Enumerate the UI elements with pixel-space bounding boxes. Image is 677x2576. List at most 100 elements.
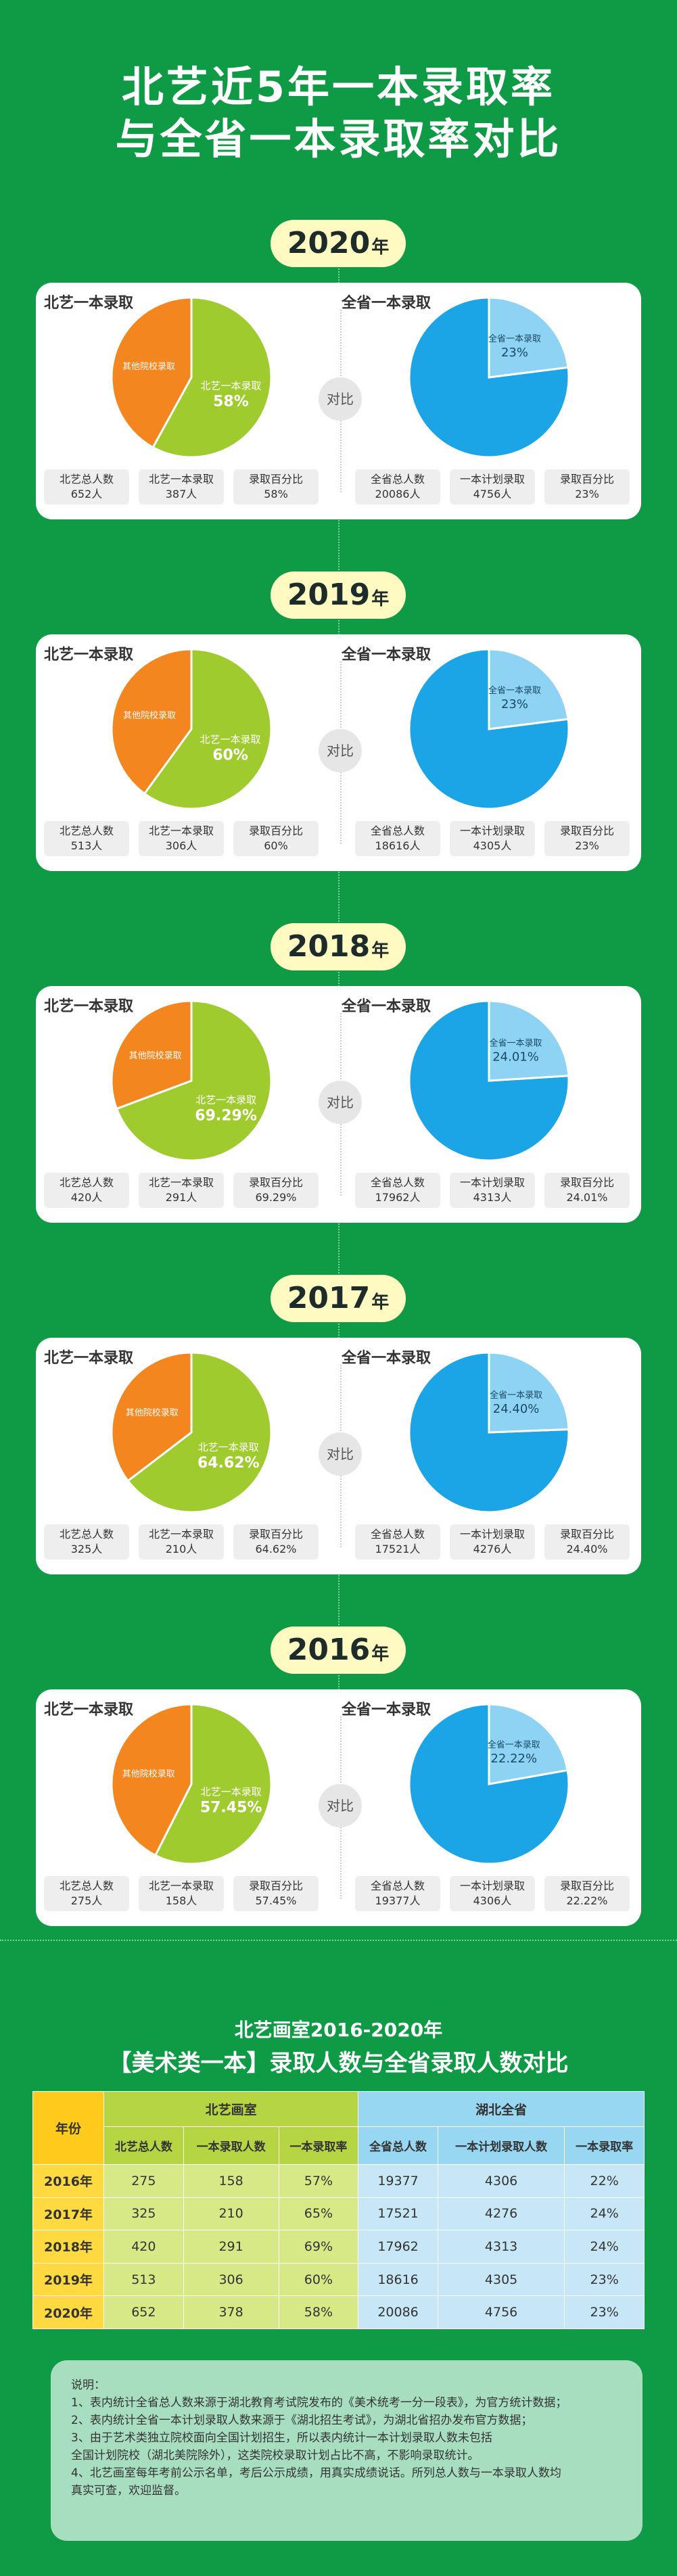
stat-label: 录取百分比 — [559, 1176, 614, 1189]
prov-slice-pct: 24.01% — [492, 1050, 539, 1064]
stat-label: 一本计划录取 — [459, 473, 525, 486]
summary-subtitle: 北艺画室2016-2020年 — [234, 2019, 443, 2041]
table-cell: 4313 — [437, 2230, 565, 2264]
prov-slice-label: 全省一本录取 — [488, 1739, 540, 1750]
stat-box: 北艺一本录取 387人 — [139, 469, 224, 505]
stat-value: 513人 — [70, 839, 103, 852]
stat-label: 一本计划录取 — [459, 1879, 525, 1892]
year-card: 北艺一本录取 全省一本录取 对比 北艺一本录取 58% 其他院校录取 全省一本录取 23% 北艺… — [36, 283, 641, 519]
bei-panel-label: 北艺一本录取 — [44, 295, 134, 312]
bei-slice-pct: 57.45% — [200, 1800, 262, 1817]
table-cell: 275 — [103, 2164, 184, 2198]
stat-label: 录取百分比 — [559, 824, 614, 837]
table-cell-year: 2018年 — [32, 2230, 104, 2264]
stat-value: 19377人 — [375, 1894, 421, 1907]
year-suffix: 年 — [371, 237, 390, 258]
page-title-line2: 与全省一本录取率对比 — [115, 114, 562, 164]
year-value: 2017 — [287, 1281, 371, 1315]
stat-box: 北艺总人数 325人 — [44, 1524, 129, 1560]
prov-slice-pct: 23% — [501, 346, 528, 360]
stat-value: 306人 — [165, 839, 197, 852]
page-title-line1: 北艺近5年一本录取率 — [121, 62, 556, 112]
year-suffix: 年 — [371, 1644, 390, 1664]
stat-label: 录取百分比 — [248, 1879, 303, 1892]
stat-label: 录取百分比 — [559, 473, 614, 486]
stat-value: 23% — [575, 488, 599, 500]
stat-value: 69.29% — [255, 1191, 297, 1204]
stat-label: 录取百分比 — [248, 824, 303, 837]
stat-box: 录取百分比 24.40% — [544, 1524, 630, 1560]
bei-slice-label: 北艺一本录取 — [195, 1094, 256, 1106]
stat-value: 23% — [575, 839, 599, 852]
table-cell: 19377 — [358, 2164, 438, 2198]
table-cell-year: 2020年 — [32, 2295, 104, 2329]
year-pill: 2016年 — [271, 1626, 406, 1674]
bei-admit-slice — [126, 1351, 273, 1514]
stat-box: 录取百分比 64.62% — [233, 1524, 319, 1560]
stat-value: 17521人 — [375, 1543, 421, 1555]
stat-value: 24.40% — [566, 1543, 608, 1555]
prov-panel-label: 全省一本录取 — [342, 647, 431, 663]
stat-label: 全省总人数 — [370, 1879, 425, 1892]
table-cell: 210 — [183, 2197, 279, 2231]
bei-other-label: 其他院校录取 — [129, 1050, 182, 1061]
stat-box: 一本计划录取 4313人 — [450, 1173, 535, 1208]
stat-value: 652人 — [70, 488, 103, 500]
prov-slice-pct: 23% — [501, 697, 528, 711]
stat-value: 387人 — [165, 488, 197, 500]
table-cell: 306 — [183, 2262, 279, 2297]
stat-label: 录取百分比 — [559, 1879, 614, 1892]
table-cell: 158 — [183, 2164, 279, 2198]
stat-value: 275人 — [70, 1894, 103, 1907]
stat-value: 17962人 — [375, 1191, 421, 1204]
notes-item-4: 4、北艺画室每年考前公示名单，考后公示成绩，用真实成绩说话。所列总人数与一本录取… — [71, 2466, 561, 2498]
prov-panel-label: 全省一本录取 — [342, 998, 431, 1015]
bei-slice-label: 北艺一本录取 — [200, 733, 261, 745]
table-subheader: 全省总人数 — [358, 2126, 438, 2165]
year-pill: 2019年 — [271, 571, 406, 619]
section-divider — [0, 1940, 677, 1941]
bei-admit-slice — [154, 1703, 273, 1865]
stat-value: 24.01% — [566, 1191, 608, 1204]
table-cell-year: 2016年 — [32, 2164, 104, 2198]
year-pill: 2017年 — [271, 1275, 406, 1322]
stat-box: 北艺总人数 652人 — [44, 469, 129, 505]
year-card: 北艺一本录取 全省一本录取 对比 北艺一本录取 64.62% 其他院校录取 全省一本录取 24… — [36, 1338, 641, 1574]
table-cell: 4305 — [437, 2262, 565, 2297]
table-header-bei-group: 北艺画室 — [103, 2091, 359, 2127]
table-cell: 24% — [564, 2230, 645, 2264]
stat-value: 4313人 — [473, 1191, 512, 1204]
table-cell: 69% — [278, 2230, 359, 2264]
bei-slice-pct: 58% — [213, 393, 249, 410]
bei-other-label: 其他院校录取 — [123, 710, 176, 721]
table-subheader: 一本录取率 — [278, 2126, 359, 2165]
table-cell-year: 2017年 — [32, 2197, 104, 2231]
stat-box: 录取百分比 24.01% — [544, 1173, 630, 1208]
stat-box: 北艺一本录取 306人 — [139, 821, 224, 856]
stat-value: 325人 — [70, 1543, 103, 1555]
table-cell: 652 — [103, 2295, 184, 2329]
table-cell: 65% — [278, 2197, 359, 2231]
stat-box: 北艺一本录取 158人 — [139, 1876, 224, 1911]
year-value: 2016 — [287, 1633, 371, 1667]
bei-slice-label: 北艺一本录取 — [200, 379, 261, 392]
stat-label: 北艺总人数 — [59, 1528, 114, 1541]
stat-label: 全省总人数 — [370, 824, 425, 837]
stat-label: 北艺一本录取 — [148, 824, 214, 837]
stat-label: 一本计划录取 — [459, 1176, 525, 1189]
year-card: 北艺一本录取 全省一本录取 对比 北艺一本录取 57.45% 其他院校录取 全省一本录取 22… — [36, 1689, 641, 1926]
stat-box: 录取百分比 69.29% — [233, 1173, 319, 1208]
bei-admit-slice — [115, 1000, 273, 1162]
notes-title: 说明： — [71, 2379, 106, 2392]
notes-box: 说明： 1、表内统计全省总人数来源于湖北教育考试院发布的《美术统考一分一段表》，… — [51, 2360, 643, 2541]
notes-item-3: 3、由于艺术类独立院校面向全国计划招生，所以表内统计一本计划录取人数未包括 全国… — [71, 2431, 492, 2462]
table-cell: 17521 — [358, 2197, 438, 2231]
table-cell: 57% — [278, 2164, 359, 2198]
table-cell: 325 — [103, 2197, 184, 2231]
prov-panel-label: 全省一本录取 — [342, 295, 431, 312]
stat-box: 录取百分比 23% — [544, 821, 630, 856]
summary-title: 【美术类一本】录取人数与全省录取人数对比 — [108, 2050, 569, 2077]
stat-label: 录取百分比 — [559, 1528, 614, 1541]
stat-label: 北艺总人数 — [59, 1176, 114, 1189]
